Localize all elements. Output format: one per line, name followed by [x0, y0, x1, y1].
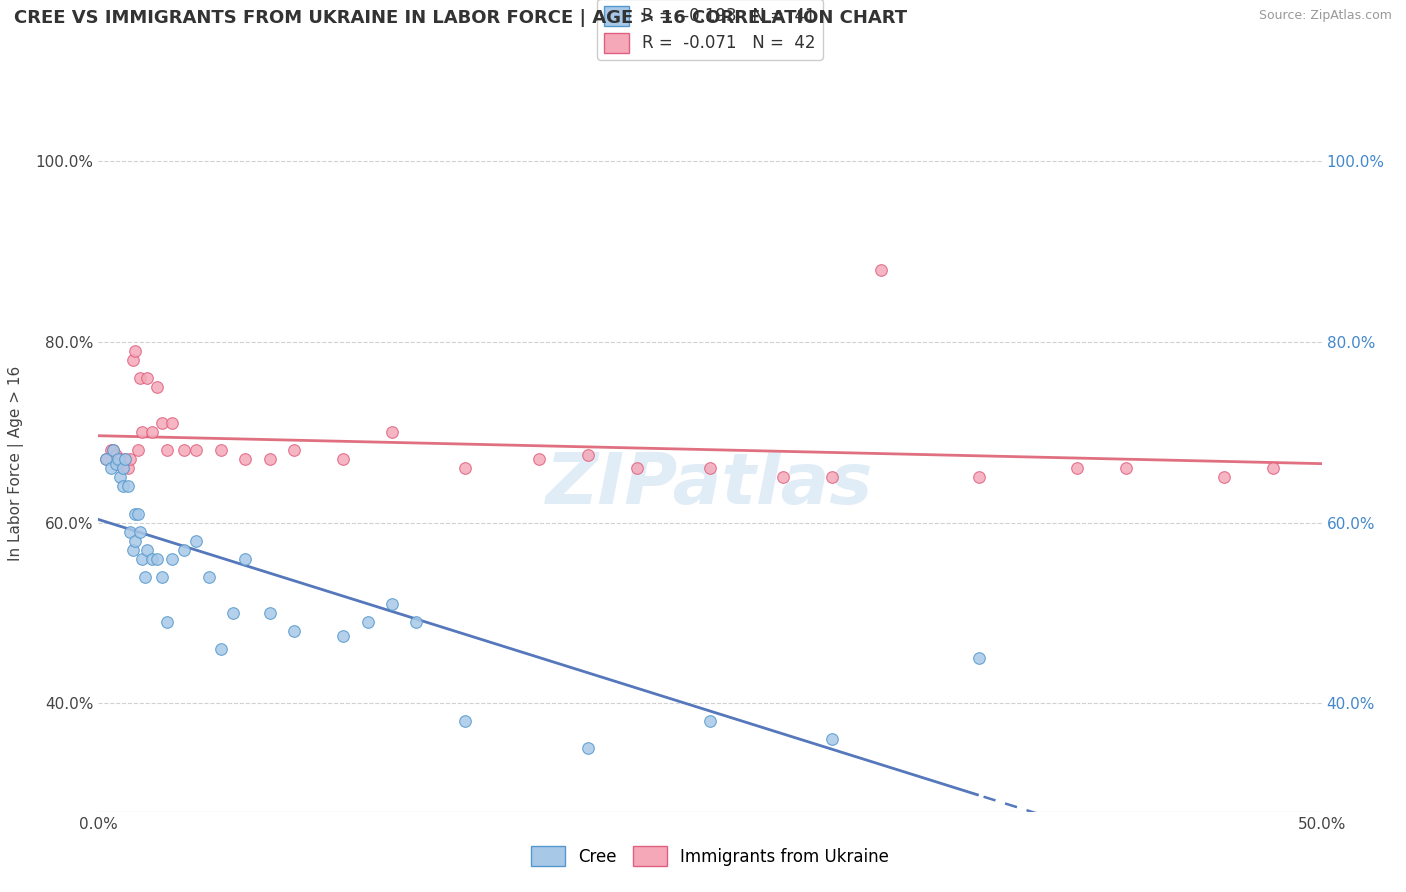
Point	[121, 542, 143, 557]
Point	[576, 741, 599, 756]
Point	[186, 443, 208, 458]
Point	[136, 371, 159, 385]
Point	[146, 380, 169, 394]
Point	[527, 452, 550, 467]
Point	[107, 452, 129, 467]
Point	[121, 353, 143, 368]
Point	[101, 443, 124, 458]
Legend: Cree, Immigrants from Ukraine: Cree, Immigrants from Ukraine	[524, 839, 896, 873]
Point	[870, 262, 893, 277]
Point	[209, 642, 232, 657]
Point	[233, 452, 256, 467]
Point	[100, 461, 122, 475]
Point	[124, 343, 146, 358]
Point	[124, 533, 146, 548]
Point	[186, 533, 208, 548]
Point	[772, 470, 794, 484]
Point	[104, 448, 127, 462]
Point	[129, 371, 152, 385]
Point	[967, 651, 990, 665]
Point	[197, 570, 219, 584]
Point	[141, 425, 163, 440]
Point	[283, 624, 305, 638]
Point	[1115, 461, 1137, 475]
Point	[120, 452, 142, 467]
Point	[94, 452, 117, 467]
Point	[699, 714, 721, 729]
Point	[1212, 470, 1234, 484]
Point	[259, 452, 281, 467]
Point	[100, 443, 122, 458]
Point	[173, 443, 195, 458]
Point	[110, 470, 132, 484]
Point	[131, 425, 153, 440]
Point	[1066, 461, 1088, 475]
Point	[173, 542, 195, 557]
Point	[160, 416, 183, 430]
Point	[160, 551, 183, 566]
Point	[626, 461, 648, 475]
Point	[209, 443, 232, 458]
Point	[233, 551, 256, 566]
Point	[111, 479, 134, 493]
Point	[129, 524, 152, 539]
Point	[222, 606, 245, 620]
Point	[156, 615, 179, 629]
Point	[134, 570, 156, 584]
Point	[124, 507, 146, 521]
Point	[111, 461, 134, 475]
Point	[104, 457, 127, 471]
Point	[454, 461, 477, 475]
Point	[332, 452, 354, 467]
Point	[356, 615, 378, 629]
Point	[110, 452, 132, 467]
Point	[454, 714, 477, 729]
Point	[283, 443, 305, 458]
Point	[821, 732, 844, 747]
Point	[101, 443, 124, 458]
Point	[107, 457, 129, 471]
Point	[127, 507, 149, 521]
Text: CREE VS IMMIGRANTS FROM UKRAINE IN LABOR FORCE | AGE > 16 CORRELATION CHART: CREE VS IMMIGRANTS FROM UKRAINE IN LABOR…	[14, 9, 907, 27]
Point	[120, 524, 142, 539]
Point	[1261, 461, 1284, 475]
Point	[150, 416, 173, 430]
Point	[111, 461, 134, 475]
Text: ZIPatlas: ZIPatlas	[547, 450, 873, 519]
Point	[332, 628, 354, 642]
Point	[114, 452, 136, 467]
Point	[405, 615, 427, 629]
Point	[114, 452, 136, 467]
Text: Source: ZipAtlas.com: Source: ZipAtlas.com	[1258, 9, 1392, 22]
Point	[127, 443, 149, 458]
Point	[141, 551, 163, 566]
Point	[381, 425, 404, 440]
Point	[576, 448, 599, 462]
Point	[117, 479, 139, 493]
Point	[259, 606, 281, 620]
Point	[381, 597, 404, 611]
Point	[967, 470, 990, 484]
Point	[131, 551, 153, 566]
Y-axis label: In Labor Force | Age > 16: In Labor Force | Age > 16	[8, 367, 24, 561]
Point	[94, 452, 117, 467]
Point	[136, 542, 159, 557]
Point	[150, 570, 173, 584]
Point	[117, 461, 139, 475]
Point	[146, 551, 169, 566]
Point	[156, 443, 179, 458]
Point	[699, 461, 721, 475]
Point	[821, 470, 844, 484]
